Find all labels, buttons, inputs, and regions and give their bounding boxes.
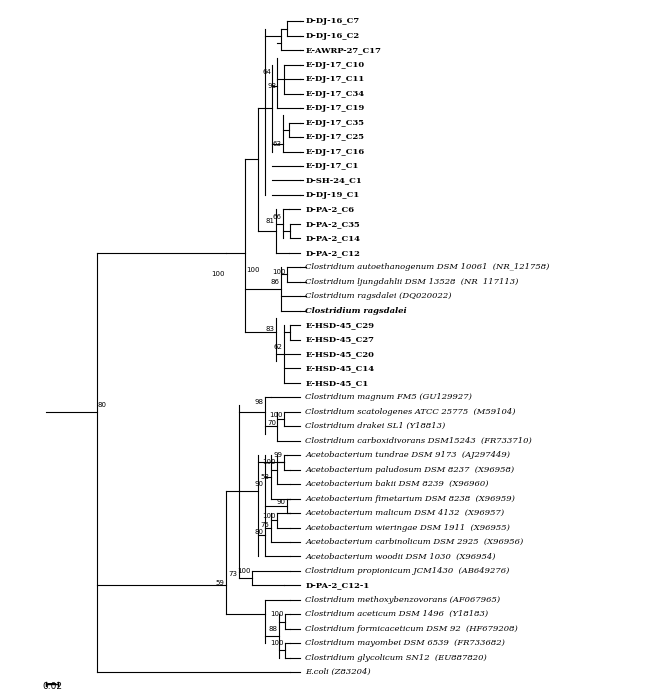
Text: D-PA-2_C6: D-PA-2_C6 — [305, 206, 354, 213]
Text: 98: 98 — [267, 84, 276, 89]
Text: 100: 100 — [263, 459, 276, 466]
Text: E-HSD-45_C29: E-HSD-45_C29 — [305, 321, 374, 329]
Text: 66: 66 — [272, 214, 282, 220]
Text: D-PA-2_C14: D-PA-2_C14 — [305, 234, 360, 243]
Text: 100: 100 — [246, 267, 259, 273]
Text: Clostridium autoethanogenum DSM 10061  (NR_121758): Clostridium autoethanogenum DSM 10061 (N… — [305, 263, 549, 271]
Text: 59: 59 — [216, 579, 224, 585]
Text: 86: 86 — [270, 279, 280, 284]
Text: 100: 100 — [211, 271, 224, 277]
Text: Acetobacterium malicum DSM 4132  (X96957): Acetobacterium malicum DSM 4132 (X96957) — [305, 509, 504, 517]
Text: E.coli (Z83204): E.coli (Z83204) — [305, 668, 371, 676]
Text: D-PA-2_C12: D-PA-2_C12 — [305, 249, 360, 256]
Text: E-DJ-17_C34: E-DJ-17_C34 — [305, 90, 365, 98]
Text: D-DJ-19_C1: D-DJ-19_C1 — [305, 191, 359, 199]
Text: Clostridium aceticum DSM 1496  (Y18183): Clostridium aceticum DSM 1496 (Y18183) — [305, 611, 488, 618]
Text: 83: 83 — [266, 326, 275, 332]
Text: 98: 98 — [254, 399, 263, 405]
Text: 80: 80 — [98, 401, 107, 408]
Text: Acetobacterium paludosum DSM 8237  (X96958): Acetobacterium paludosum DSM 8237 (X9695… — [305, 466, 515, 474]
Text: 73: 73 — [228, 571, 238, 577]
Text: Acetobacterium carbinolicum DSM 2925  (X96956): Acetobacterium carbinolicum DSM 2925 (X9… — [305, 538, 523, 546]
Text: Clostridium magnum FM5 (GU129927): Clostridium magnum FM5 (GU129927) — [305, 393, 472, 401]
Text: 88: 88 — [268, 626, 278, 631]
Text: Acetobacterium wieringae DSM 1911  (X96955): Acetobacterium wieringae DSM 1911 (X9695… — [305, 523, 510, 532]
Text: E-AWRP-27_C17: E-AWRP-27_C17 — [305, 46, 381, 54]
Text: D-SH-24_C1: D-SH-24_C1 — [305, 176, 362, 185]
Text: 81: 81 — [266, 218, 275, 224]
Text: 100: 100 — [263, 513, 276, 519]
Text: E-DJ-17_C10: E-DJ-17_C10 — [305, 61, 365, 69]
Text: 100: 100 — [270, 611, 284, 618]
Text: 100: 100 — [237, 568, 251, 574]
Text: 80: 80 — [254, 529, 263, 535]
Text: 100: 100 — [272, 268, 286, 275]
Text: E-DJ-17_C16: E-DJ-17_C16 — [305, 148, 365, 155]
Text: Clostridium methoxybenzovorans (AF067965): Clostridium methoxybenzovorans (AF067965… — [305, 596, 500, 604]
Text: E-HSD-45_C1: E-HSD-45_C1 — [305, 379, 368, 387]
Text: 64: 64 — [262, 69, 271, 75]
Text: 70: 70 — [267, 420, 276, 427]
Text: Acetobacterium fimetarium DSM 8238  (X96959): Acetobacterium fimetarium DSM 8238 (X969… — [305, 495, 515, 503]
Text: 99: 99 — [274, 452, 283, 458]
Text: E-DJ-17_C35: E-DJ-17_C35 — [305, 118, 364, 127]
Text: Clostridium drakei SL1 (Y18813): Clostridium drakei SL1 (Y18813) — [305, 422, 445, 430]
Text: D-PA-2_C12-1: D-PA-2_C12-1 — [305, 581, 369, 590]
Text: 0.02: 0.02 — [42, 682, 62, 691]
Text: E-DJ-17_C11: E-DJ-17_C11 — [305, 75, 365, 83]
Text: 75: 75 — [261, 521, 270, 528]
Text: E-HSD-45_C14: E-HSD-45_C14 — [305, 365, 374, 372]
Text: E-HSD-45_C20: E-HSD-45_C20 — [305, 350, 374, 358]
Text: D-DJ-16_C2: D-DJ-16_C2 — [305, 32, 359, 40]
Text: D-DJ-16_C7: D-DJ-16_C7 — [305, 17, 359, 25]
Text: Acetobacterium woodii DSM 1030  (X96954): Acetobacterium woodii DSM 1030 (X96954) — [305, 553, 495, 560]
Text: Acetobacterium tundrae DSM 9173  (AJ297449): Acetobacterium tundrae DSM 9173 (AJ29744… — [305, 451, 510, 459]
Text: Clostridium scatologenes ATCC 25775  (M59104): Clostridium scatologenes ATCC 25775 (M59… — [305, 408, 516, 416]
Text: Clostridium carboxidivorans DSM15243  (FR733710): Clostridium carboxidivorans DSM15243 (FR… — [305, 437, 532, 445]
Text: 90: 90 — [254, 481, 263, 487]
Text: D-PA-2_C35: D-PA-2_C35 — [305, 220, 360, 228]
Text: E-HSD-45_C27: E-HSD-45_C27 — [305, 335, 374, 344]
Text: 100: 100 — [270, 641, 284, 646]
Text: E-DJ-17_C25: E-DJ-17_C25 — [305, 133, 364, 141]
Text: Clostridium propionicum JCM1430  (AB649276): Clostridium propionicum JCM1430 (AB64927… — [305, 567, 509, 575]
Text: Clostridium glycolicum SN12  (EU887820): Clostridium glycolicum SN12 (EU887820) — [305, 654, 487, 661]
Text: Clostridium ragsdalei (DQ020022): Clostridium ragsdalei (DQ020022) — [305, 292, 451, 300]
Text: E-DJ-17_C19: E-DJ-17_C19 — [305, 104, 365, 112]
Text: 62: 62 — [274, 344, 283, 350]
Text: 63: 63 — [272, 141, 282, 147]
Text: Acetobacterium bakii DSM 8239  (X96960): Acetobacterium bakii DSM 8239 (X96960) — [305, 480, 489, 488]
Text: Clostridium ragsdalei: Clostridium ragsdalei — [305, 307, 407, 314]
Text: 90: 90 — [277, 498, 286, 505]
Text: Clostridium mayombei DSM 6539  (FR733682): Clostridium mayombei DSM 6539 (FR733682) — [305, 639, 505, 648]
Text: Clostridium ljungdahlii DSM 13528  (NR  117113): Clostridium ljungdahlii DSM 13528 (NR 11… — [305, 277, 519, 286]
Text: E-DJ-17_C1: E-DJ-17_C1 — [305, 162, 359, 170]
Text: 100: 100 — [269, 412, 283, 418]
Text: Clostridium formicaceticum DSM 92  (HF679208): Clostridium formicaceticum DSM 92 (HF679… — [305, 625, 518, 633]
Text: 58: 58 — [261, 474, 270, 480]
